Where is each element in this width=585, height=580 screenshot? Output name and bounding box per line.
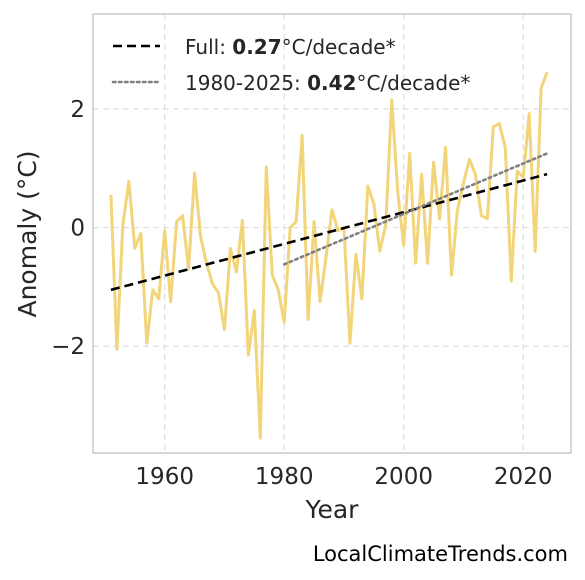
full-trend-line (110, 172, 548, 292)
series-layer (109, 71, 549, 440)
x-tick-label: 2000 (374, 464, 433, 490)
legend: Full: 0.27°C/decade*1980-2025: 0.42°C/de… (111, 35, 470, 95)
y-tick-label: 0 (70, 216, 85, 242)
legend-label: 1980-2025: (185, 71, 307, 95)
x-tick-label: 2020 (494, 464, 553, 490)
grid (93, 14, 571, 453)
x-tick-label: 1960 (135, 464, 194, 490)
y-tick-label: 2 (70, 97, 85, 123)
y-tick-label: −2 (51, 334, 85, 360)
x-tick-label: 1980 (255, 464, 314, 490)
legend-rate-value: 0.27 (232, 35, 281, 59)
legend-rate-value: 0.42 (307, 71, 356, 95)
plot-frame (92, 13, 572, 454)
legend-label: Full: (185, 35, 232, 59)
source-credit: LocalClimateTrends.com (313, 542, 568, 566)
legend-entry: Full: 0.27°C/decade* (185, 35, 396, 59)
x-axis-label: Year (305, 495, 360, 524)
y-axis-label: Anomaly (°C) (13, 150, 42, 317)
anomaly-series-line (109, 71, 549, 440)
legend-unit: °C/decade* (282, 35, 396, 59)
legend-unit: °C/decade* (356, 71, 470, 95)
recent-trend-line (282, 152, 549, 266)
legend-entry: 1980-2025: 0.42°C/decade* (185, 71, 470, 95)
